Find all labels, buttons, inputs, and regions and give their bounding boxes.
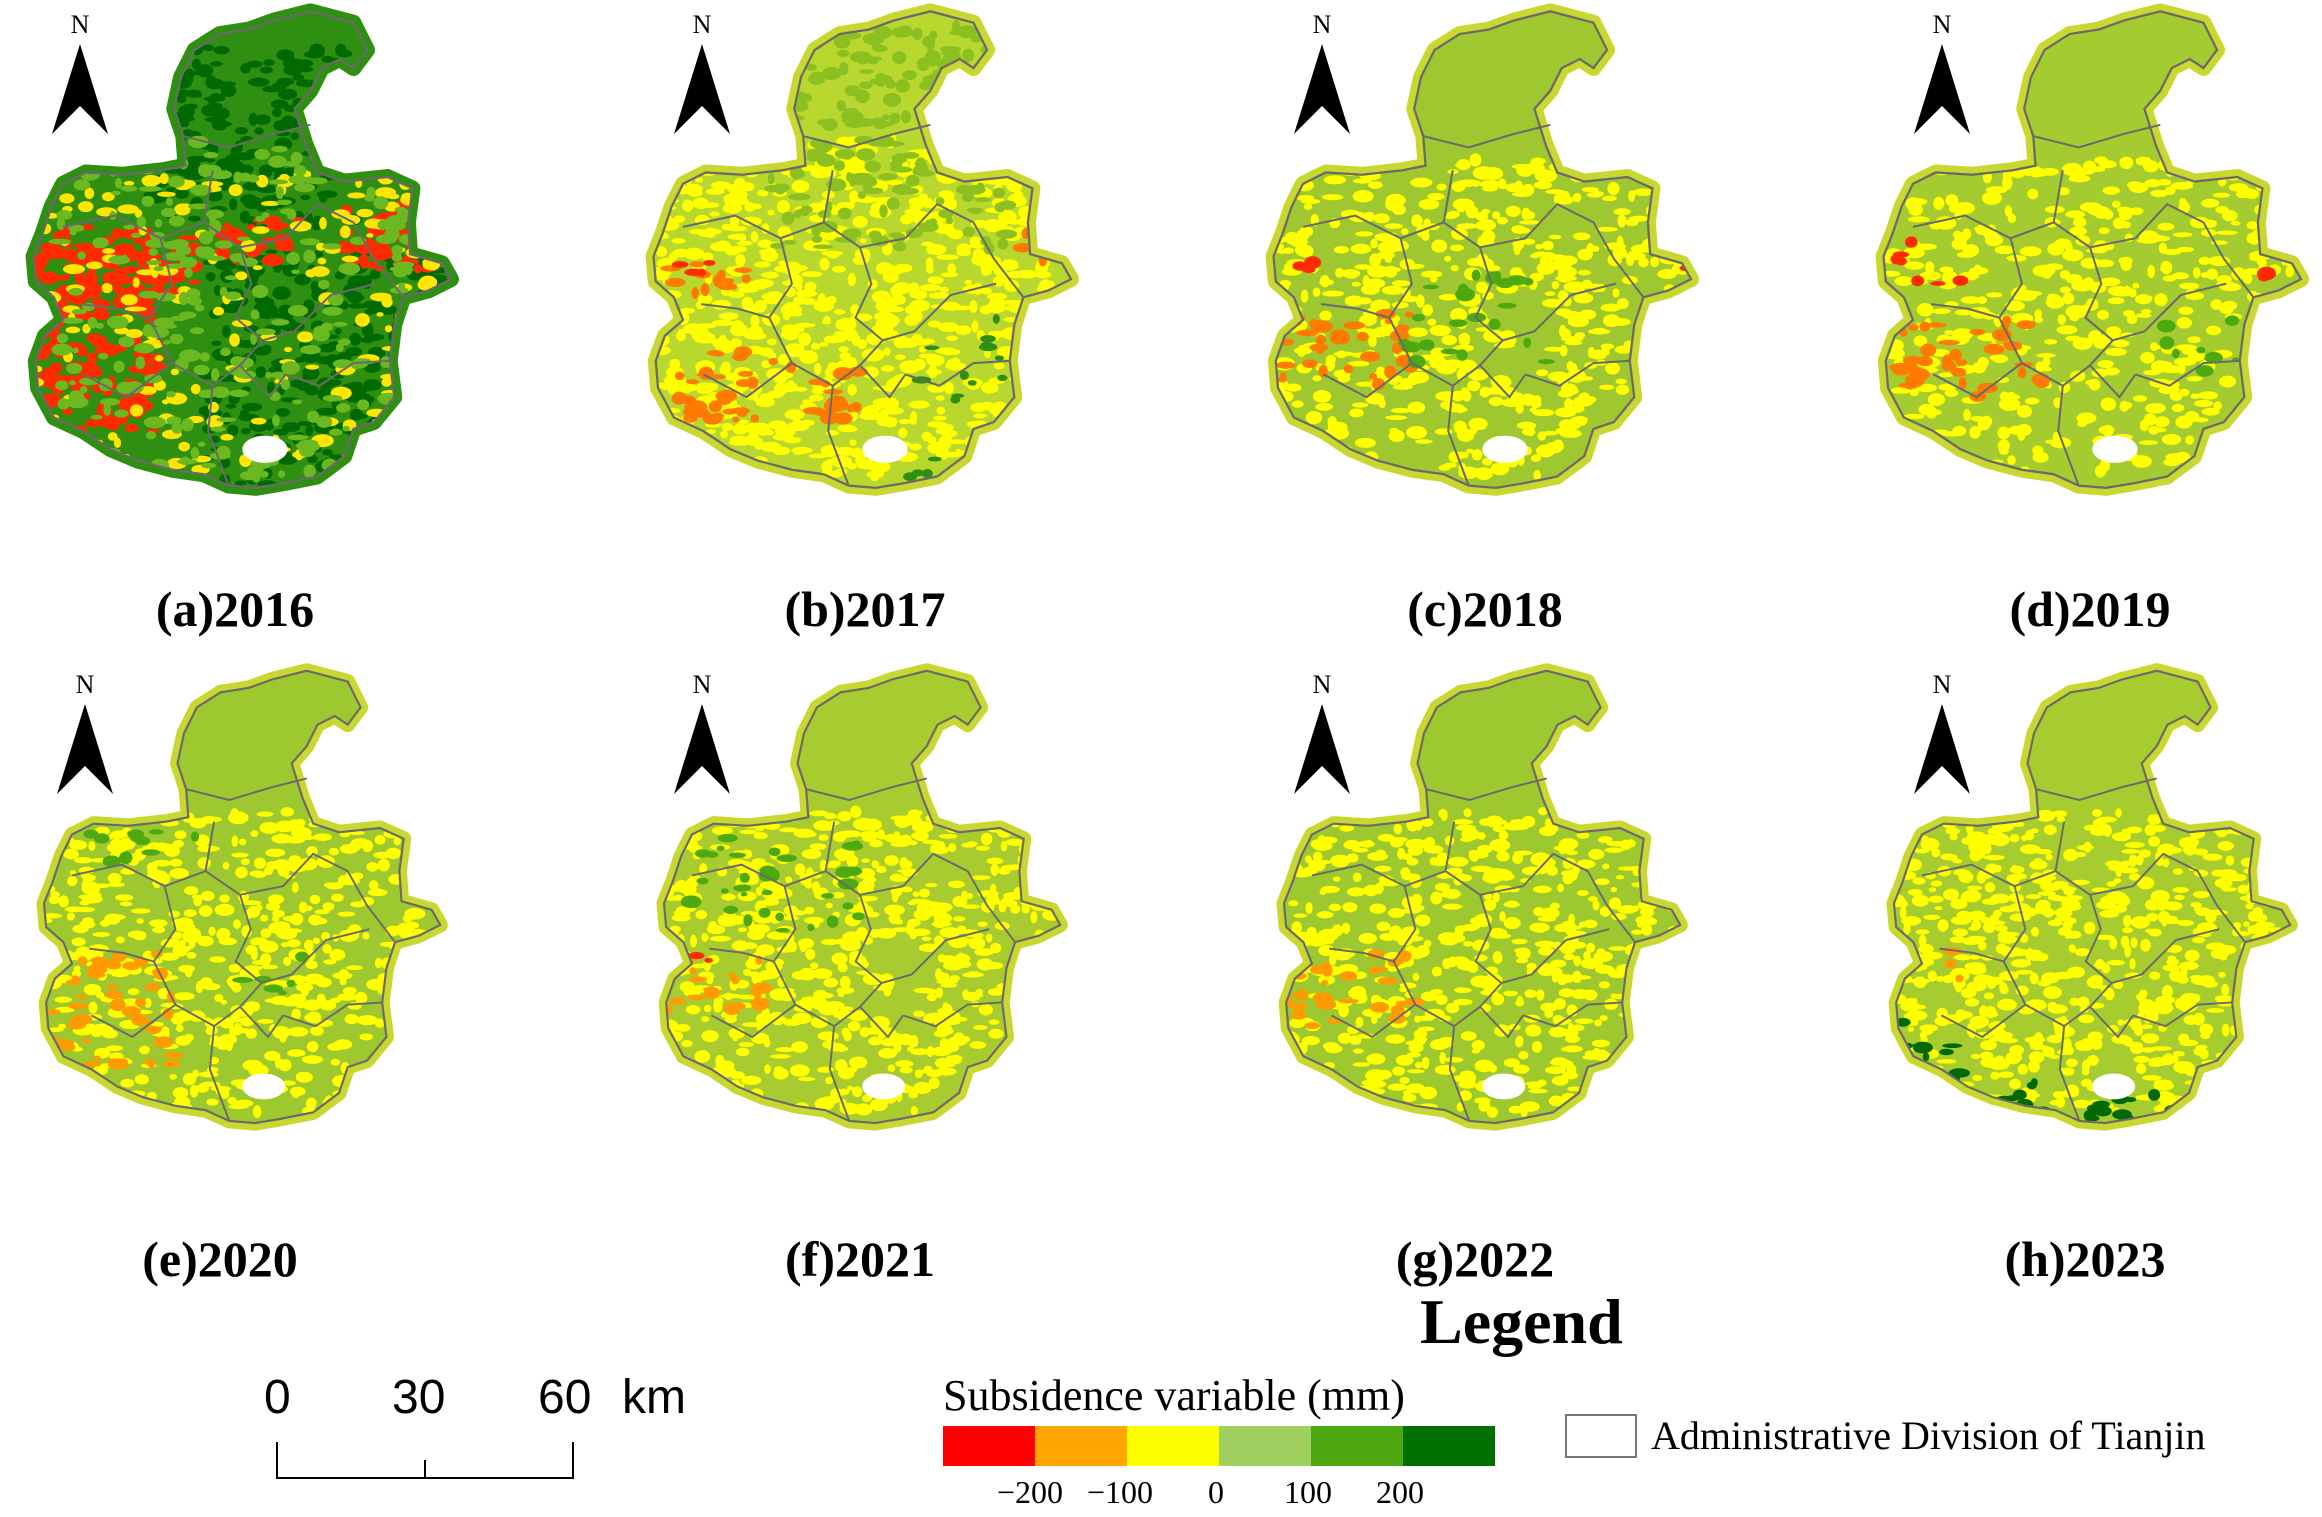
- colorbar-swatch: [1403, 1426, 1495, 1466]
- subsidence-map-2016: [25, 3, 459, 496]
- subsidence-map-2018: [1265, 3, 1699, 496]
- panel-label: (g)2022: [1395, 1231, 1555, 1287]
- north-label: N: [1932, 10, 1952, 39]
- colorbar-swatches: [943, 1426, 1495, 1466]
- north-label: N: [1312, 670, 1332, 699]
- map-panel-2017: N (b)2017: [620, 0, 1120, 637]
- north-arrow: N: [1912, 10, 1972, 134]
- admin-division-swatch: [1565, 1413, 1637, 1458]
- panel-label: (b)2017: [784, 581, 946, 637]
- colorbar-tick: 0: [1208, 1474, 1224, 1510]
- colorbar-swatch: [1219, 1426, 1311, 1466]
- scale-label-60: 60: [538, 1371, 592, 1424]
- panel-label: (a)2016: [155, 581, 315, 637]
- scale-bar: 0 30 60 km: [260, 1370, 686, 1500]
- panel-label: (h)2023: [2004, 1231, 2166, 1287]
- panel-label: (f)2021: [785, 1231, 935, 1287]
- subsidence-map-2021: [656, 663, 1068, 1131]
- north-label: N: [1312, 10, 1332, 39]
- north-label: N: [692, 10, 712, 39]
- scale-label-30: 30: [392, 1371, 446, 1424]
- north-label: N: [692, 670, 712, 699]
- colorbar-title: Subsidence variable (mm): [943, 1371, 1405, 1420]
- north-label: N: [70, 10, 90, 39]
- north-label: N: [1932, 670, 1952, 699]
- north-arrow: N: [50, 10, 110, 134]
- map-panel-2021: N (f)2021: [620, 660, 1120, 1287]
- subsidence-map-2020: [36, 663, 448, 1131]
- north-arrow: N: [1292, 670, 1352, 794]
- north-arrow: N: [1912, 670, 1972, 794]
- scale-line: [276, 1442, 574, 1479]
- subsidence-map-2022: [1276, 663, 1688, 1131]
- subsidence-colorbar: Subsidence variable (mm) −200 −100 0 100…: [935, 1370, 1515, 1510]
- subsidence-map-2017: [645, 3, 1079, 496]
- colorbar-tick: −100: [1086, 1474, 1154, 1510]
- north-arrow: N: [55, 670, 115, 794]
- map-panel-2022: N (g)2022: [1240, 660, 1740, 1287]
- north-label: N: [75, 670, 95, 699]
- colorbar-tick: 100: [1284, 1474, 1332, 1510]
- panel-label: (e)2020: [142, 1231, 298, 1287]
- panel-label: (d)2019: [2009, 581, 2171, 637]
- map-panel-2018: N (c)2018: [1240, 0, 1740, 637]
- north-arrow: N: [1292, 10, 1352, 134]
- map-panel-2020: N (e)2020: [0, 660, 500, 1287]
- map-panel-2019: N (d)2019: [1860, 0, 2322, 637]
- legend-title: Legend: [1420, 1286, 1623, 1357]
- colorbar-tick: −200: [996, 1474, 1064, 1510]
- north-arrow: N: [672, 10, 732, 134]
- north-arrow: N: [672, 670, 732, 794]
- colorbar-swatch: [1311, 1426, 1403, 1466]
- admin-division-label: Administrative Division of Tianjin: [1651, 1413, 2206, 1458]
- scale-label-0: 0: [264, 1371, 291, 1424]
- subsidence-map-2023: [1886, 663, 2298, 1131]
- panel-label: (c)2018: [1407, 581, 1563, 637]
- colorbar-swatch: [943, 1426, 1035, 1466]
- colorbar-swatch: [1035, 1426, 1127, 1466]
- map-panel-2023: N (h)2023: [1860, 660, 2322, 1287]
- colorbar-swatch: [1127, 1426, 1219, 1466]
- colorbar-tick: 200: [1376, 1474, 1424, 1510]
- admin-division-legend: Administrative Division of Tianjin: [1565, 1412, 2205, 1459]
- map-panel-2016: N (a)2016: [0, 0, 500, 637]
- scale-unit: km: [622, 1371, 686, 1424]
